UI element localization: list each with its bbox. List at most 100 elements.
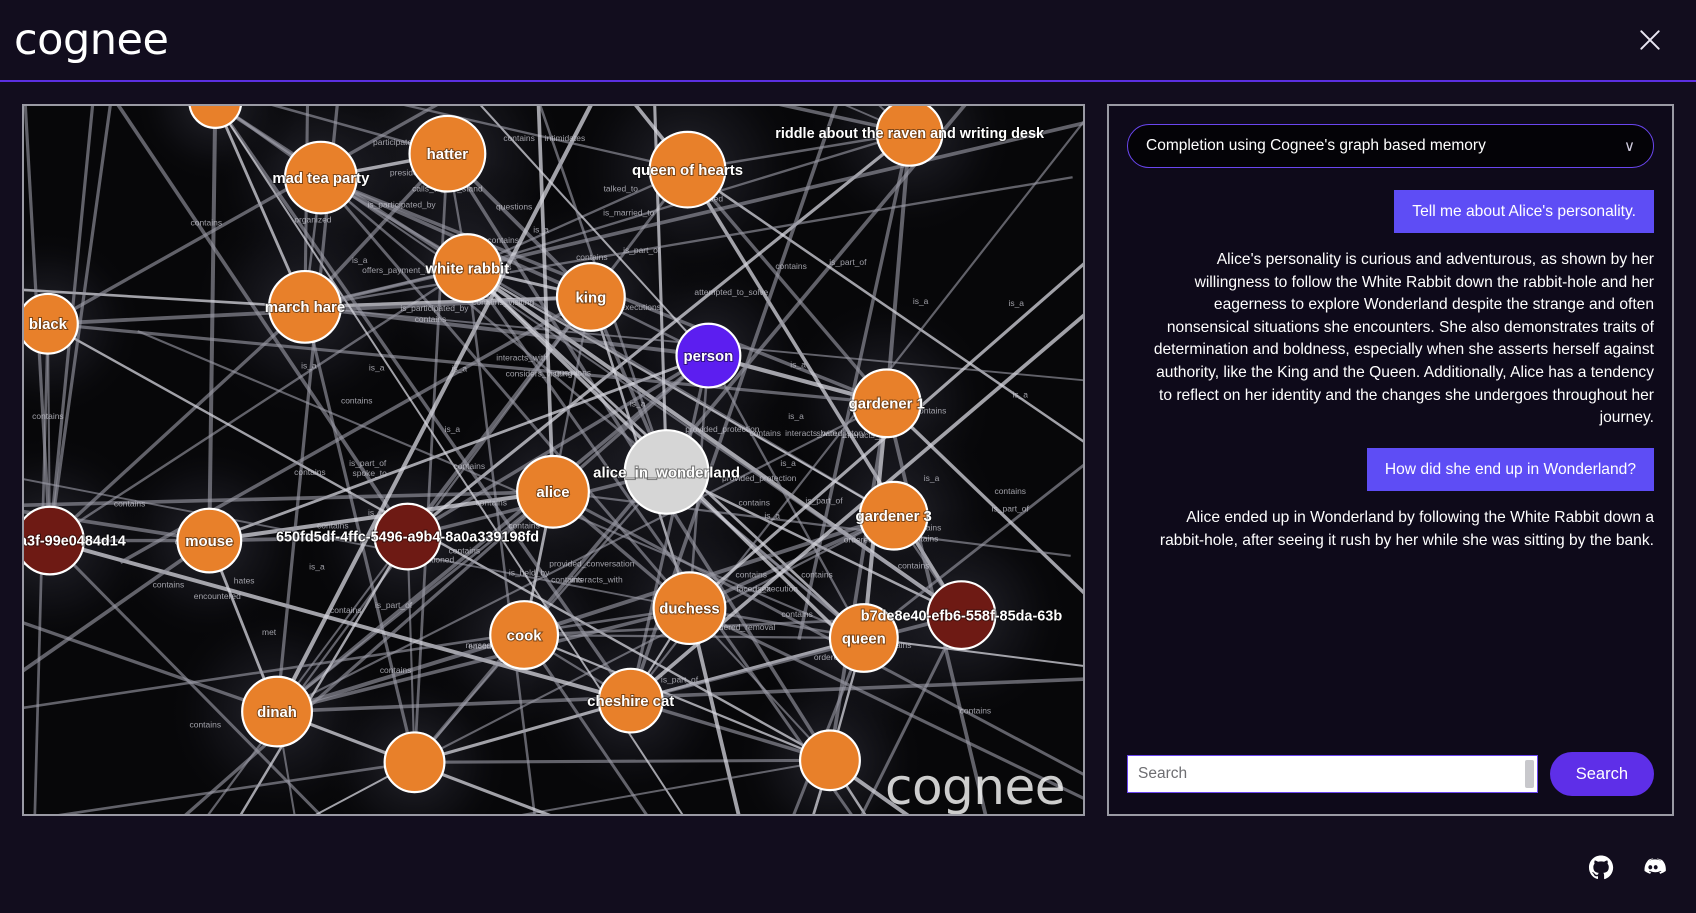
graph-node-circle[interactable]: [373, 502, 442, 571]
graph-node-circle[interactable]: [489, 600, 560, 670]
graph-edge-label: contains: [32, 411, 64, 421]
graph-node[interactable]: duchess: [652, 571, 727, 646]
graph-node[interactable]: mad tea party: [271, 140, 371, 215]
brand-logo: cognee: [14, 18, 169, 62]
search-button[interactable]: Search: [1549, 752, 1654, 796]
graph-node[interactable]: [188, 106, 242, 129]
graph-node[interactable]: queen of hearts: [631, 130, 744, 209]
graph-node-circle[interactable]: [926, 580, 997, 651]
close-icon[interactable]: [1630, 20, 1670, 60]
graph-edge-label: provided_protection: [722, 473, 797, 483]
graph-node[interactable]: 650fd5df-4ffc-5496-a9b4-8a0a339198fd: [275, 502, 540, 571]
graph-node[interactable]: hatter: [408, 114, 487, 193]
graph-node-label: queen: [842, 630, 886, 647]
graph-node[interactable]: dinah: [241, 675, 314, 748]
graph-node-circle[interactable]: [283, 140, 358, 215]
graph-node[interactable]: gardener 1: [848, 368, 926, 439]
graph-node-circle[interactable]: [597, 667, 664, 734]
graph-node-circle[interactable]: [652, 571, 727, 646]
graph-edge-label: encountered: [194, 591, 241, 601]
graph-edge-label: contains: [454, 461, 486, 471]
knowledge-graph-panel[interactable]: contains contains intimidates participated_…: [22, 104, 1085, 816]
search-input[interactable]: [1127, 755, 1538, 793]
graph-node-label: duchess: [659, 601, 720, 618]
graph-node-circle[interactable]: [875, 106, 944, 167]
graph-edge-label: contains: [995, 486, 1027, 496]
chat-panel: Completion using Cognee's graph based me…: [1107, 104, 1674, 816]
graph-edge-label: is_participated_by: [367, 199, 436, 209]
graph-node[interactable]: riddle about the raven and writing desk: [774, 106, 1046, 167]
graph-node[interactable]: white rabbit: [423, 233, 510, 303]
graph-node[interactable]: [798, 729, 861, 792]
graph-edge-label: contains: [191, 217, 223, 227]
graph-edge-label: contains: [415, 314, 447, 324]
graph-edge-label: contains: [449, 545, 481, 555]
graph-node-circle[interactable]: [858, 480, 929, 551]
graph-edge-label: contains: [738, 498, 770, 508]
graph-edge-label: contains: [749, 428, 781, 438]
graph-node-circle[interactable]: [24, 292, 79, 355]
graph-node[interactable]: cook: [489, 600, 560, 670]
graph-edge-label: is_part_of: [829, 257, 867, 267]
graph-node-circle[interactable]: [188, 106, 242, 129]
graph-edge-label: is_a: [452, 364, 468, 374]
graph-node-circle[interactable]: [408, 114, 487, 193]
github-icon[interactable]: [1588, 855, 1614, 881]
graph-node[interactable]: mouse: [176, 507, 243, 574]
graph-edge-label: contains: [781, 609, 813, 619]
graph-node-circle[interactable]: [176, 507, 243, 574]
graph-node[interactable]: cheshire cat: [586, 667, 675, 734]
graph-edge-label: is_a: [788, 411, 804, 421]
graph-node-circle[interactable]: [648, 130, 727, 209]
graph-node-circle[interactable]: [241, 675, 314, 748]
graph-node-circle[interactable]: [24, 505, 85, 576]
graph-edge-label: is_a: [1012, 389, 1028, 399]
graph-node[interactable]: march hare: [264, 269, 346, 344]
graph-edge-label: is_a: [755, 583, 771, 593]
graph-edge-label: contains: [915, 405, 947, 415]
graph-node-label: 1ac3-aa3f-99e0484d14: [24, 534, 126, 550]
graph-edge-label: contains: [907, 534, 939, 544]
graph-edge-label: interacts_with: [785, 428, 837, 438]
graph-node[interactable]: queen: [828, 603, 899, 673]
graph-node-circle[interactable]: [623, 429, 710, 515]
graph-node-label: b7de8e40-efb6-558f-85da-63b: [861, 608, 1063, 624]
graph-node[interactable]: alice_in_wonderland: [592, 429, 741, 515]
graph-node[interactable]: b7de8e40-efb6-558f-85da-63b: [860, 580, 1063, 651]
graph-node-circle[interactable]: [267, 269, 342, 344]
graph-node-circle[interactable]: [555, 262, 626, 332]
graph-node[interactable]: [383, 731, 446, 794]
graph-edge-label: is_a: [445, 424, 461, 434]
graph-edge-label: contains: [801, 569, 833, 579]
graph-node[interactable]: 1ac3-aa3f-99e0484d14: [24, 505, 127, 576]
graph-node-circle[interactable]: [851, 368, 922, 439]
knowledge-graph-canvas[interactable]: contains contains intimidates participated_…: [24, 106, 1083, 814]
graph-edge-label: encounters: [468, 641, 510, 651]
graph-edge-label: contains: [898, 560, 930, 570]
graph-node[interactable]: alice: [516, 454, 590, 529]
graph-node-circle[interactable]: [383, 731, 446, 794]
graph-edge-label: nurses: [466, 640, 491, 650]
graph-edge-label: contains: [190, 719, 222, 729]
graph-node-circle[interactable]: [432, 233, 503, 303]
graph-node[interactable]: black: [24, 292, 79, 355]
graph-edge-label: organized: [294, 214, 331, 224]
graph-nodes[interactable]: hatter mad tea party queen of hearts riddle…: [24, 106, 1063, 794]
search-mode-select[interactable]: Completion using Cognee's graph based me…: [1127, 124, 1654, 168]
graph-node[interactable]: person: [675, 322, 742, 389]
graph-node[interactable]: gardener 3: [855, 480, 933, 551]
graph-node[interactable]: king: [555, 262, 626, 332]
graph-node-label: queen of hearts: [632, 162, 743, 179]
chat-message-user: How did she end up in Wonderland?: [1127, 447, 1654, 491]
graph-node-label: king: [576, 289, 607, 306]
discord-icon[interactable]: [1640, 855, 1666, 881]
graph-node-circle[interactable]: [516, 454, 590, 529]
graph-edge-label: attempted_to_solve: [694, 287, 768, 297]
chat-message-user-bubble: Tell me about Alice's personality.: [1394, 190, 1654, 234]
graph-edge-label: executions: [620, 302, 660, 312]
graph-node-label: person: [684, 348, 734, 365]
graph-node-circle[interactable]: [675, 322, 742, 389]
graph-node-circle[interactable]: [828, 603, 899, 673]
graph-edge-label: is_a: [1008, 298, 1024, 308]
graph-node-circle[interactable]: [798, 729, 861, 792]
